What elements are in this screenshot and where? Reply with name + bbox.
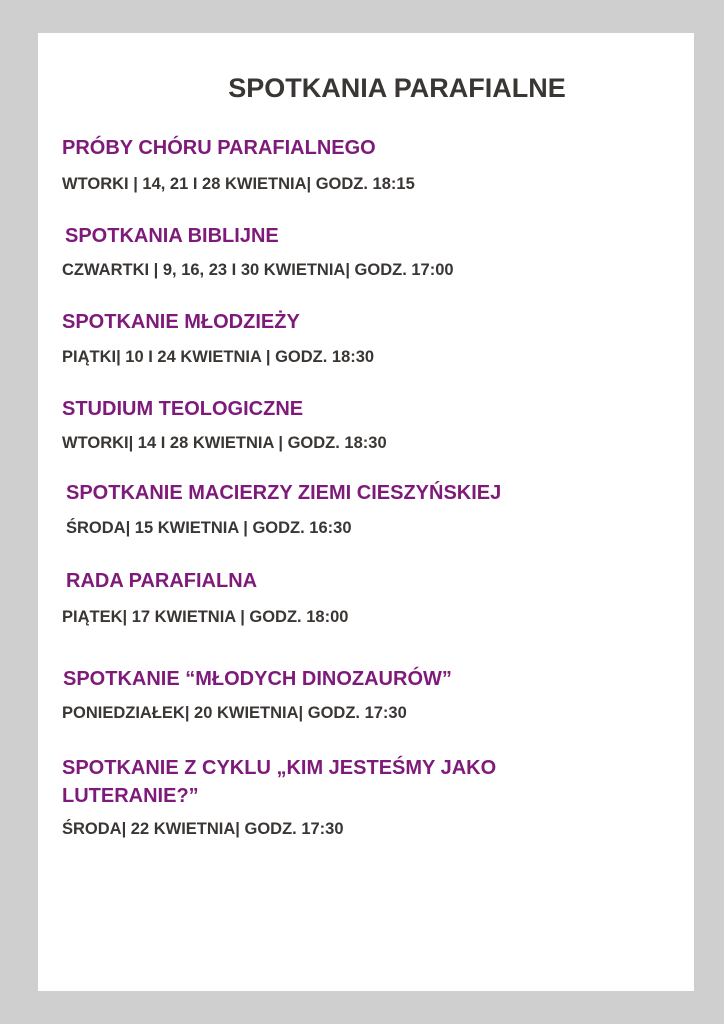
event-details: ŚRODA| 22 KWIETNIA| GODZ. 17:30 (62, 820, 344, 838)
event-title: SPOTKANIE MŁODZIEŻY (62, 311, 300, 333)
event-details: WTORKI | 14, 21 I 28 KWIETNIA| GODZ. 18:… (62, 175, 415, 193)
event-title: STUDIUM TEOLOGICZNE (62, 398, 304, 420)
schedule-card: SPOTKANIA PARAFIALNE PRÓBY CHÓRU PARAFIA… (38, 33, 694, 991)
event-details: ŚRODA| 15 KWIETNIA | GODZ. 16:30 (66, 519, 352, 537)
event-title: RADA PARAFIALNA (66, 570, 258, 592)
event-title: PRÓBY CHÓRU PARAFIALNEGO (62, 137, 376, 159)
event-title-line-2: LUTERANIE?” (62, 785, 199, 807)
event-title-line-1: SPOTKANIE Z CYKLU „KIM JESTEŚMY JAKO (62, 757, 497, 779)
event-details: PIĄTEK| 17 KWIETNIA | GODZ. 18:00 (62, 608, 349, 626)
event-title: SPOTKANIE MACIERZY ZIEMI CIESZYŃSKIEJ (66, 482, 502, 504)
event-title: SPOTKANIE “MŁODYCH DINOZAURÓW” (63, 668, 452, 690)
event-title: SPOTKANIA BIBLIJNE (65, 225, 279, 247)
event-details: PIĄTKI| 10 I 24 KWIETNIA | GODZ. 18:30 (62, 348, 375, 366)
event-details: CZWARTKI | 9, 16, 23 I 30 KWIETNIA| GODZ… (62, 261, 454, 279)
event-details: PONIEDZIAŁEK| 20 KWIETNIA| GODZ. 17:30 (62, 704, 407, 722)
event-details: WTORKI| 14 I 28 KWIETNIA | GODZ. 18:30 (62, 434, 387, 452)
page-title: SPOTKANIA PARAFIALNE (228, 73, 566, 103)
